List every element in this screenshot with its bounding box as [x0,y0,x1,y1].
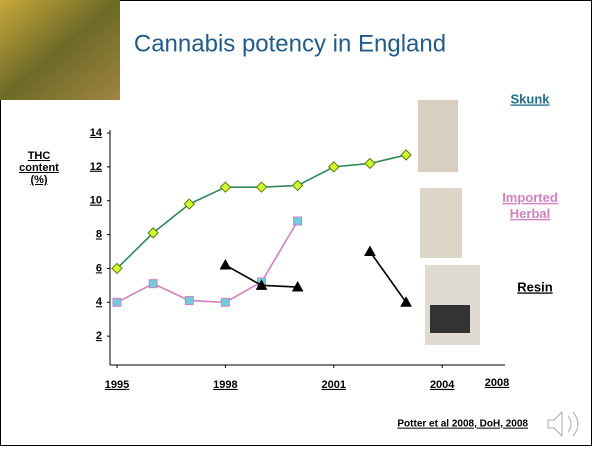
point [184,296,194,306]
point [400,296,412,307]
x-tick-label: 2001 [322,379,346,391]
point [255,181,268,193]
series-label: Skunk [510,91,550,106]
y-tick-label: 12 [90,161,102,173]
point [364,245,376,256]
y-axis-label-box: THC content (%) [19,150,59,186]
point [183,198,195,210]
source: Potter et al 2008, DoH, 2008 [397,419,528,430]
series-label: Resin [517,279,552,294]
x-tick-label: 1995 [105,379,129,391]
photo-skunk [418,100,458,172]
point [148,279,158,289]
point [255,279,268,290]
y-tick-label: 8 [96,228,102,240]
photo-plants [0,0,120,100]
x-tick-label: 1998 [213,379,237,391]
series-label: Imported Herbal [502,190,558,221]
y-tick-label: 10 [90,195,102,207]
point [220,297,230,307]
point [293,216,303,226]
point [219,181,232,193]
point [328,161,340,173]
y-axis-label: THC content (%) [19,150,59,186]
point [147,227,159,239]
series-line [116,220,299,304]
photo-resin-block [430,305,470,333]
point [364,157,376,170]
point [219,259,232,270]
point [400,149,412,161]
photo-herbal [420,188,462,258]
y-tick-label: 14 [90,127,103,139]
point [291,281,304,292]
y-tick-label: 2 [96,330,102,342]
x-tick-label: 2004 [430,379,455,391]
speaker-icon[interactable] [547,410,579,438]
slide-title: Cannabis potency in England [134,30,446,57]
y-tick-label: 6 [96,262,102,274]
point [111,262,123,275]
point [112,297,122,307]
y-tick-label: 4 [96,296,103,308]
x-axis-end-label: 2008 [485,377,509,389]
point [291,179,304,192]
